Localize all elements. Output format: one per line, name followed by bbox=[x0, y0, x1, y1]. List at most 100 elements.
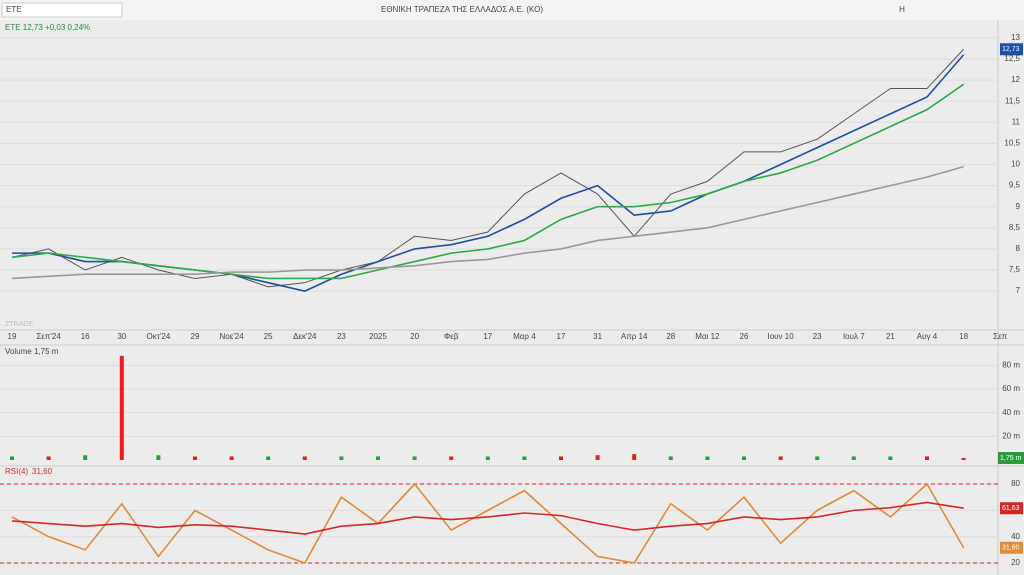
last-value-box bbox=[998, 452, 1024, 464]
bar bbox=[632, 454, 637, 460]
bar bbox=[668, 456, 673, 460]
y-tick-label: 80 bbox=[1011, 479, 1020, 488]
y-tick-label: 8 bbox=[1016, 244, 1021, 253]
bar bbox=[449, 456, 454, 460]
last-value-label: 12,73 bbox=[1002, 46, 1020, 53]
volume-value: 1,75 m bbox=[34, 347, 59, 356]
bar bbox=[266, 456, 271, 460]
y-tick-label: 20 m bbox=[1002, 431, 1020, 440]
y-tick-label: 80 m bbox=[1002, 360, 1020, 369]
x-tick-label: 28 bbox=[666, 332, 675, 341]
quote: ETE 12,73 +0,03 0,24% bbox=[5, 23, 90, 32]
volume-title: Volume bbox=[5, 347, 32, 356]
rsi-value: 31,60 bbox=[32, 467, 53, 476]
bar bbox=[412, 456, 417, 460]
y-tick-label: 13 bbox=[1011, 33, 1020, 42]
x-tick-label: 21 bbox=[886, 332, 895, 341]
symbol-box[interactable] bbox=[1, 2, 123, 18]
bar bbox=[193, 456, 197, 460]
x-tick-label: 30 bbox=[117, 332, 126, 341]
x-tick-label: Ιουλ 7 bbox=[843, 332, 865, 341]
y-tick-label: 40 m bbox=[1002, 408, 1020, 417]
symbol[interactable]: ETE bbox=[6, 5, 22, 14]
x-tick-label: 23 bbox=[813, 332, 822, 341]
x-tick-label: Σεπ bbox=[993, 332, 1008, 341]
x-tick-label: Φεβ bbox=[444, 332, 459, 341]
bar bbox=[522, 456, 527, 460]
bar bbox=[376, 456, 380, 460]
bar bbox=[156, 455, 161, 460]
y-tick-label: 12 bbox=[1011, 75, 1020, 84]
y-tick-label: 9,5 bbox=[1009, 181, 1021, 190]
line-series bbox=[11, 48, 964, 288]
y-tick-label: 8,5 bbox=[1009, 223, 1021, 232]
line-series bbox=[11, 165, 964, 280]
bar bbox=[705, 456, 710, 460]
bar bbox=[888, 456, 893, 460]
y-tick-label: 60 m bbox=[1002, 384, 1020, 393]
last-value-label: 1,75 m bbox=[1000, 455, 1022, 462]
y-tick-label: 12,5 bbox=[1004, 54, 1020, 63]
line-series bbox=[11, 501, 964, 535]
title: ΕΘΝΙΚΗ ΤΡΑΠΕΖΑ ΤΗΣ ΕΛΛΑΔΟΣ Α.Ε. (ΚΟ) bbox=[381, 5, 543, 14]
y-tick-label: 11 bbox=[1012, 117, 1021, 126]
x-tick-label: 17 bbox=[557, 332, 566, 341]
toolbar bbox=[0, 0, 1024, 20]
last-value-box bbox=[1000, 43, 1023, 56]
x-tick-label: 23 bbox=[337, 332, 346, 341]
y-tick-label: 7 bbox=[1016, 286, 1021, 295]
line-series bbox=[11, 83, 965, 280]
bar bbox=[10, 456, 14, 460]
x-tick-label: Μαρ 4 bbox=[513, 332, 536, 341]
bar bbox=[742, 456, 746, 460]
line-series bbox=[12, 54, 965, 292]
x-tick-label: Νοε'24 bbox=[219, 332, 244, 341]
x-tick-label: Σεπ'24 bbox=[36, 332, 61, 341]
x-tick-label: Δεκ'24 bbox=[293, 332, 317, 341]
line-series bbox=[11, 482, 965, 565]
bar bbox=[925, 456, 929, 460]
x-tick-label: Οκτ'24 bbox=[146, 332, 170, 341]
bar bbox=[595, 455, 600, 460]
last-value-box bbox=[1000, 502, 1023, 515]
x-tick-label: 31 bbox=[593, 332, 602, 341]
y-tick-label: 9 bbox=[1016, 202, 1021, 211]
bar bbox=[229, 456, 234, 460]
x-tick-label: 17 bbox=[483, 332, 492, 341]
x-tick-label: 16 bbox=[81, 332, 90, 341]
bar bbox=[815, 456, 820, 460]
x-tick-label: 2025 bbox=[369, 332, 387, 341]
last-value-box bbox=[1000, 541, 1023, 554]
x-tick-label: Απρ 14 bbox=[621, 332, 648, 341]
x-tick-label: Ιουν 10 bbox=[768, 332, 795, 341]
y-tick-label: 7,5 bbox=[1009, 265, 1021, 274]
watermark: ZTRADE bbox=[5, 321, 33, 328]
x-tick-label: 26 bbox=[740, 332, 749, 341]
y-tick-label: 40 bbox=[1011, 532, 1020, 541]
x-tick-label: Μαι 12 bbox=[695, 332, 720, 341]
bar bbox=[485, 456, 490, 460]
last-value-label: 61,63 bbox=[1002, 505, 1020, 512]
x-tick-label: 25 bbox=[264, 332, 273, 341]
y-tick-label: 11,5 bbox=[1005, 96, 1021, 105]
bar bbox=[559, 456, 563, 460]
y-tick-label: 10 bbox=[1011, 160, 1020, 169]
x-tick-label: 18 bbox=[959, 332, 968, 341]
bar bbox=[46, 456, 51, 460]
y-tick-label: 20 bbox=[1011, 558, 1020, 567]
toolbar-h[interactable]: H bbox=[899, 5, 905, 14]
x-tick-label: 20 bbox=[410, 332, 419, 341]
bar bbox=[119, 355, 124, 460]
last-value-label: 31,60 bbox=[1002, 545, 1020, 552]
bar bbox=[83, 455, 88, 460]
y-tick-label: 10,5 bbox=[1004, 139, 1020, 148]
x-tick-label: Αυγ 4 bbox=[917, 332, 938, 341]
bar bbox=[302, 456, 307, 460]
bar bbox=[851, 456, 856, 460]
rsi-title: RSI(4) bbox=[5, 467, 28, 476]
x-tick-label: 19 bbox=[8, 332, 17, 341]
bar bbox=[961, 457, 966, 460]
bar bbox=[339, 456, 344, 460]
